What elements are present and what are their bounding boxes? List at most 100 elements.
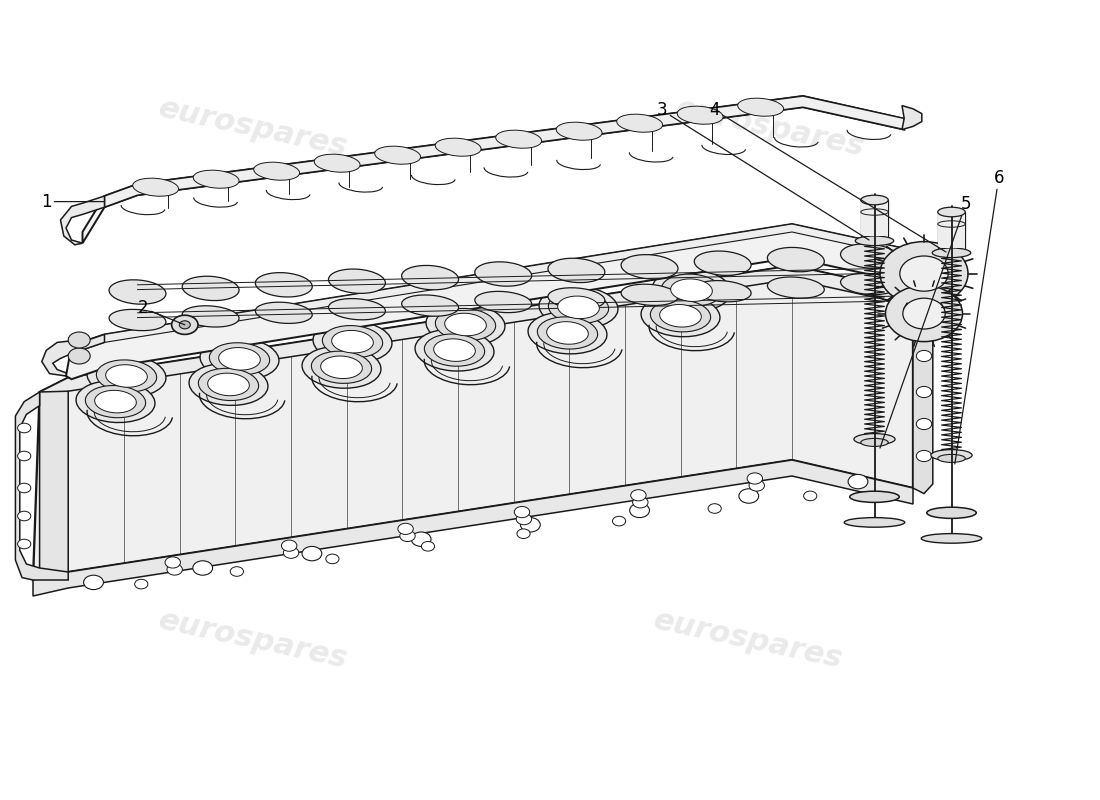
Ellipse shape [198, 368, 258, 401]
Ellipse shape [76, 381, 155, 422]
Ellipse shape [332, 330, 373, 353]
Ellipse shape [209, 342, 270, 375]
Circle shape [517, 529, 530, 538]
Text: eurospares: eurospares [651, 606, 845, 674]
Ellipse shape [548, 258, 605, 282]
Ellipse shape [109, 280, 166, 304]
Circle shape [421, 542, 434, 551]
Ellipse shape [840, 244, 898, 268]
Circle shape [708, 504, 722, 514]
Ellipse shape [496, 130, 541, 148]
Circle shape [886, 286, 962, 342]
Circle shape [613, 516, 626, 526]
Ellipse shape [641, 295, 720, 337]
Polygon shape [42, 334, 104, 376]
Polygon shape [902, 106, 922, 130]
Circle shape [326, 554, 339, 564]
Ellipse shape [933, 248, 970, 258]
Circle shape [134, 579, 147, 589]
Circle shape [916, 418, 932, 430]
Ellipse shape [183, 276, 239, 301]
Circle shape [880, 242, 968, 306]
Text: 2: 2 [138, 299, 185, 325]
Ellipse shape [557, 122, 602, 140]
Ellipse shape [322, 326, 383, 358]
Ellipse shape [426, 303, 505, 346]
Ellipse shape [845, 518, 904, 527]
Circle shape [302, 546, 322, 561]
Polygon shape [33, 460, 913, 596]
Ellipse shape [661, 274, 722, 306]
Circle shape [630, 490, 646, 501]
Circle shape [18, 451, 31, 461]
Circle shape [18, 483, 31, 493]
Ellipse shape [849, 491, 900, 502]
Ellipse shape [208, 373, 250, 396]
Polygon shape [33, 266, 913, 580]
Ellipse shape [652, 270, 732, 311]
Circle shape [749, 480, 764, 491]
Text: 1: 1 [41, 193, 104, 210]
Ellipse shape [433, 339, 475, 362]
Text: eurospares: eurospares [156, 606, 350, 674]
Ellipse shape [660, 305, 702, 327]
Ellipse shape [133, 178, 178, 196]
Circle shape [282, 540, 297, 551]
Ellipse shape [860, 438, 889, 446]
Circle shape [68, 348, 90, 364]
Polygon shape [913, 292, 933, 494]
Ellipse shape [922, 534, 981, 543]
Ellipse shape [548, 288, 605, 309]
Circle shape [399, 530, 415, 542]
Ellipse shape [425, 334, 485, 366]
Ellipse shape [315, 154, 360, 172]
Circle shape [520, 518, 540, 532]
Ellipse shape [402, 295, 459, 316]
Ellipse shape [650, 300, 711, 332]
Ellipse shape [621, 284, 678, 306]
Circle shape [900, 256, 948, 291]
Circle shape [179, 321, 190, 329]
Ellipse shape [840, 274, 898, 294]
Circle shape [916, 350, 932, 362]
Ellipse shape [254, 162, 299, 180]
Polygon shape [40, 266, 913, 406]
Circle shape [747, 473, 762, 484]
Ellipse shape [475, 262, 531, 286]
Text: 3: 3 [657, 102, 869, 240]
Text: eurospares: eurospares [673, 94, 867, 162]
Ellipse shape [415, 329, 494, 371]
Circle shape [903, 298, 945, 329]
Circle shape [284, 547, 299, 558]
Circle shape [515, 506, 530, 518]
Ellipse shape [738, 98, 783, 116]
Circle shape [848, 474, 868, 489]
Ellipse shape [671, 279, 713, 302]
Circle shape [804, 491, 817, 501]
Ellipse shape [768, 277, 824, 298]
Ellipse shape [538, 317, 597, 349]
Ellipse shape [558, 296, 600, 318]
Ellipse shape [321, 356, 362, 378]
Ellipse shape [311, 351, 372, 383]
Ellipse shape [937, 207, 966, 217]
Circle shape [84, 575, 103, 590]
Ellipse shape [621, 254, 678, 279]
Ellipse shape [402, 266, 459, 290]
Polygon shape [82, 96, 904, 243]
Text: eurospares: eurospares [156, 94, 350, 162]
Ellipse shape [255, 273, 312, 297]
Ellipse shape [194, 170, 239, 188]
Ellipse shape [200, 338, 279, 380]
Text: 5: 5 [880, 195, 971, 448]
Ellipse shape [694, 281, 751, 302]
Polygon shape [15, 392, 68, 580]
Polygon shape [861, 200, 889, 236]
Circle shape [18, 539, 31, 549]
Ellipse shape [678, 106, 723, 124]
Text: 4: 4 [710, 102, 946, 252]
Circle shape [68, 332, 90, 348]
Ellipse shape [106, 365, 147, 387]
Polygon shape [104, 96, 904, 207]
Ellipse shape [219, 347, 261, 370]
